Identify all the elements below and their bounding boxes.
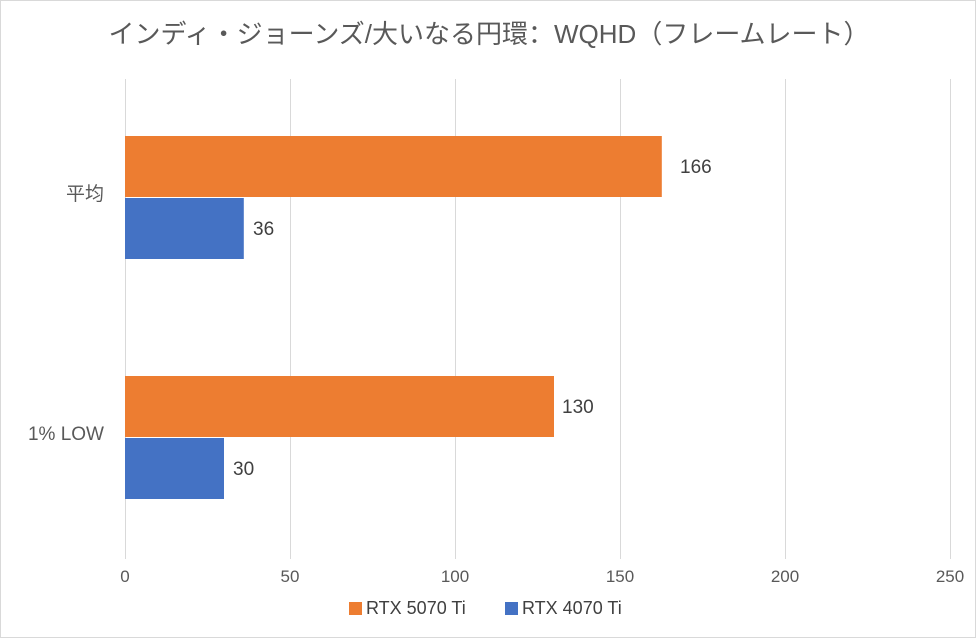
svg-text:RTX 5070 Ti: RTX 5070 Ti	[366, 598, 466, 618]
svg-text:RTX 4070 Ti: RTX 4070 Ti	[522, 598, 622, 618]
svg-text:200: 200	[771, 567, 799, 586]
svg-text:30: 30	[233, 459, 254, 480]
svg-text:36: 36	[253, 219, 274, 240]
svg-text:250: 250	[936, 567, 964, 586]
svg-text:100: 100	[441, 567, 469, 586]
svg-text:50: 50	[281, 567, 300, 586]
svg-text:166: 166	[680, 157, 712, 178]
svg-text:150: 150	[606, 567, 634, 586]
svg-text:130: 130	[562, 397, 594, 418]
svg-text:1% LOW: 1% LOW	[28, 424, 104, 445]
svg-text:平均: 平均	[66, 183, 104, 205]
svg-text:0: 0	[120, 567, 129, 586]
